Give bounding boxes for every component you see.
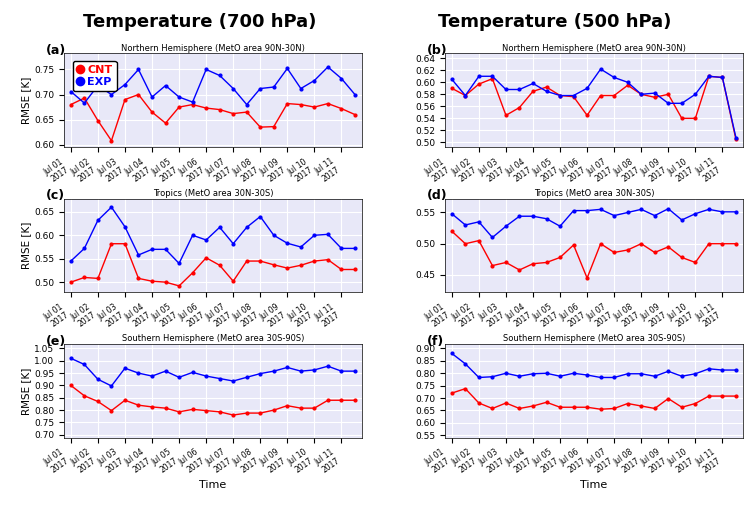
Text: Temperature (500 hPa): Temperature (500 hPa)	[437, 13, 671, 31]
Text: Temperature (700 hPa): Temperature (700 hPa)	[83, 13, 317, 31]
Y-axis label: RMSE [K]: RMSE [K]	[21, 77, 32, 124]
Text: (b): (b)	[428, 44, 448, 57]
Text: (f): (f)	[428, 334, 444, 348]
Title: Tropics (MetO area 30N-30S): Tropics (MetO area 30N-30S)	[152, 189, 273, 198]
Title: Southern Hemisphere (MetO area 30S-90S): Southern Hemisphere (MetO area 30S-90S)	[121, 334, 304, 343]
Title: Southern Hemisphere (MetO area 30S-90S): Southern Hemisphere (MetO area 30S-90S)	[503, 334, 685, 343]
Legend: CNT, EXP: CNT, EXP	[72, 61, 117, 92]
Text: (a): (a)	[46, 44, 66, 57]
X-axis label: Time: Time	[581, 480, 608, 490]
Y-axis label: RMSE [K]: RMSE [K]	[21, 367, 32, 414]
Y-axis label: RMSE [K]: RMSE [K]	[21, 222, 32, 269]
Text: (e): (e)	[46, 334, 66, 348]
Title: Tropics (MetO area 30N-30S): Tropics (MetO area 30N-30S)	[534, 189, 654, 198]
X-axis label: Time: Time	[199, 480, 226, 490]
Text: (c): (c)	[46, 189, 66, 203]
Title: Northern Hemisphere (MetO area 90N-30N): Northern Hemisphere (MetO area 90N-30N)	[502, 44, 686, 52]
Title: Northern Hemisphere (MetO area 90N-30N): Northern Hemisphere (MetO area 90N-30N)	[121, 44, 305, 52]
Text: (d): (d)	[428, 189, 448, 203]
